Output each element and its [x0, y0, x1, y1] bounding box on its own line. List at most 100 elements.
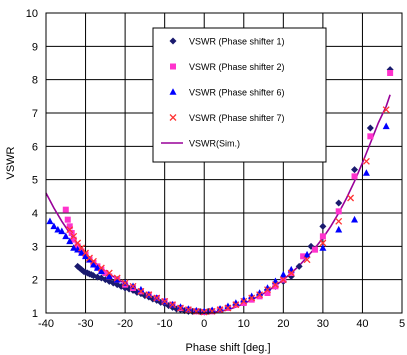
y-axis-title: VSWR	[5, 146, 17, 179]
series-4-point	[184, 306, 192, 314]
series-4-point	[224, 304, 232, 312]
series-4-point	[248, 294, 256, 302]
series-4-point	[216, 306, 224, 314]
series-4-point	[200, 308, 208, 316]
legend-label: VSWR (Phase shifter 7)	[189, 113, 285, 123]
series-3-point	[192, 306, 200, 314]
series-3-point	[62, 232, 70, 240]
series-3-point	[70, 244, 78, 251]
series-4-point	[335, 217, 343, 225]
x-tick-label: 10	[238, 318, 250, 330]
series-2-point	[335, 208, 342, 215]
series-4-point	[362, 157, 370, 165]
series-3-point	[224, 302, 232, 310]
series-1-point	[366, 124, 374, 132]
series-4-point	[256, 291, 264, 299]
series-2-point	[387, 70, 394, 76]
series-3-point	[82, 252, 90, 260]
series-3-point	[256, 289, 264, 296]
series-3-point	[382, 122, 390, 130]
series-4-point	[177, 304, 184, 312]
series-4-point	[113, 274, 121, 282]
series-3-point	[200, 307, 208, 315]
x-tick-labels: -40 -30 -20 -10 0 10 20 30 40 5	[38, 318, 405, 330]
series-3-point	[362, 169, 370, 176]
series-3-point	[137, 285, 145, 293]
series-2-point	[240, 300, 247, 306]
series-2-point	[70, 236, 77, 243]
x-tick-label: -20	[117, 318, 133, 330]
series-4-point	[82, 249, 90, 257]
series-4-point	[279, 276, 287, 284]
series-3-point	[105, 272, 113, 280]
y-tick-label: 8	[32, 75, 38, 87]
series-3-point	[58, 227, 66, 235]
x-tick-label: 0	[201, 318, 207, 330]
y-tick-label: 6	[32, 141, 38, 153]
x-axis-title: Phase shift [deg.]	[186, 342, 271, 354]
series-4-point	[97, 264, 105, 272]
series-4-point	[121, 279, 129, 287]
series-3-point	[93, 264, 101, 271]
series-3-point	[208, 306, 216, 314]
y-tick-label: 2	[32, 275, 38, 287]
series-3-point	[335, 225, 343, 233]
series-4-point	[303, 256, 311, 264]
series-4-point	[70, 232, 78, 240]
series-3-point	[46, 217, 54, 225]
series-4-point	[319, 239, 327, 247]
series-2-point	[66, 223, 73, 230]
series-2-point	[367, 133, 374, 140]
series-2-point	[272, 283, 279, 290]
series-1-point	[319, 222, 327, 230]
series-2-point	[319, 233, 326, 240]
series-3-point	[54, 225, 62, 233]
series-4-point	[90, 257, 97, 265]
series-2-point	[102, 270, 109, 276]
series-3-point	[216, 305, 224, 312]
y-tick-label: 3	[32, 241, 38, 253]
series-2-point	[248, 296, 255, 303]
series-4-point	[382, 106, 390, 114]
marker-layer	[46, 66, 394, 316]
series-3-point	[303, 250, 311, 258]
series-4-point	[105, 269, 113, 277]
series-4-point	[129, 282, 137, 290]
series-4-point	[66, 226, 74, 234]
y-tick-labels: 1 2 3 4 5 6 7 8 9 10	[26, 8, 38, 320]
series-3-point	[240, 295, 248, 303]
legend-label: VSWR (Phase shifter 6)	[189, 88, 285, 98]
x-tick-label: 30	[317, 318, 329, 330]
legend-marker	[169, 88, 177, 95]
series-1-point	[351, 166, 359, 174]
series-3-point	[113, 275, 121, 283]
series-3-point	[279, 270, 287, 278]
series-2-point	[264, 290, 271, 296]
x-tick-label: -10	[157, 318, 173, 330]
series-2-point	[311, 246, 318, 253]
x-tick-label: -40	[38, 318, 54, 330]
series-3-point	[89, 260, 97, 268]
y-tick-label: 10	[26, 8, 38, 20]
series-3-point	[66, 237, 74, 245]
series-4-point	[78, 244, 86, 252]
legend-label: VSWR(Sim.)	[189, 139, 240, 149]
series-3-point	[264, 284, 272, 291]
legend-marker	[169, 37, 177, 45]
series-2-point	[300, 253, 307, 260]
y-tick-label: 9	[32, 41, 38, 53]
series-2-point	[64, 216, 71, 223]
series-3-point	[97, 267, 105, 275]
legend-marker	[170, 63, 176, 70]
x-tick-label: -30	[78, 318, 94, 330]
series-2-point	[62, 206, 69, 213]
series-3-point	[319, 244, 327, 251]
y-tick-label: 5	[32, 175, 38, 187]
series-3-point	[351, 215, 359, 223]
series-4-point	[169, 301, 177, 309]
plot-frame	[45, 12, 403, 314]
y-tick-label: 1	[32, 308, 38, 320]
series-4-point	[161, 297, 169, 305]
series-4-point	[137, 287, 145, 295]
